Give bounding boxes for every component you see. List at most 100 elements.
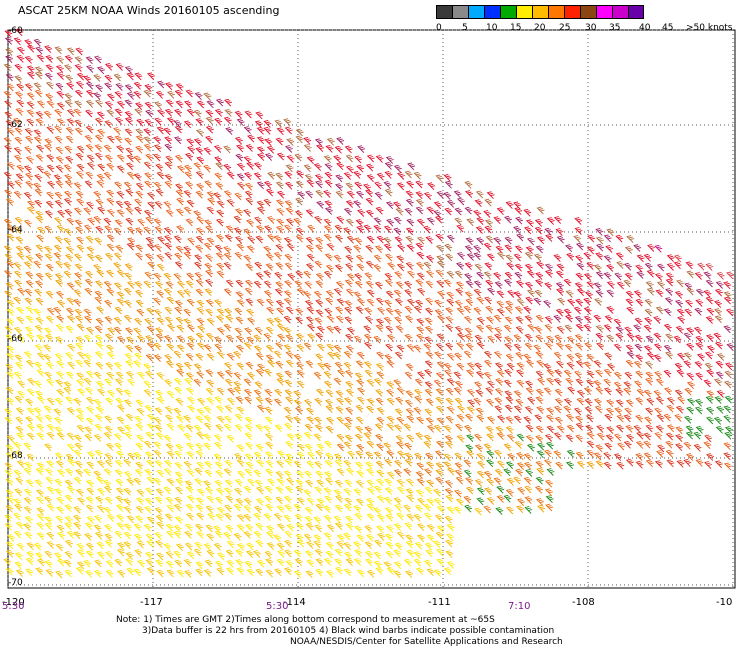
wind-barb	[544, 316, 553, 324]
wind-barb	[446, 298, 455, 307]
wind-barb	[214, 441, 223, 450]
wind-barb	[265, 468, 274, 477]
wind-barb	[395, 435, 404, 443]
wind-barb	[224, 459, 233, 468]
wind-barb	[683, 441, 692, 450]
wind-barb	[65, 307, 74, 316]
wind-barb	[495, 245, 504, 254]
wind-barb	[316, 498, 325, 506]
wind-barb	[115, 504, 124, 512]
wind-barb	[417, 236, 426, 245]
wind-barb	[116, 514, 125, 523]
wind-barb	[683, 360, 692, 369]
wind-barb	[235, 279, 244, 288]
wind-barb	[26, 333, 35, 341]
wind-barb	[524, 281, 533, 290]
wind-barb	[385, 343, 394, 352]
wind-barb	[33, 182, 42, 191]
wind-barb	[325, 405, 334, 413]
wind-barb	[264, 388, 273, 397]
wind-barb	[55, 515, 64, 524]
wind-barb	[575, 242, 584, 251]
wind-barb	[216, 200, 225, 209]
wind-barb	[143, 161, 152, 170]
wind-barb	[15, 173, 24, 182]
wind-barb	[354, 237, 363, 246]
wind-barb	[354, 512, 363, 521]
wind-barb	[603, 387, 612, 396]
wind-barb	[384, 496, 393, 505]
wind-barb	[233, 386, 242, 395]
wind-barb	[316, 343, 325, 352]
wind-barb	[106, 162, 115, 171]
wind-barb	[55, 65, 64, 73]
wind-barb	[14, 361, 23, 370]
wind-barb	[215, 162, 224, 171]
wind-barb	[16, 542, 25, 551]
wind-barb	[716, 390, 725, 398]
wind-barb	[44, 45, 53, 54]
wind-barb	[313, 371, 322, 380]
wind-barb	[516, 498, 525, 507]
wind-barb	[153, 417, 162, 425]
wind-barb	[54, 191, 63, 200]
wind-barb	[355, 190, 364, 199]
wind-barb	[393, 469, 402, 477]
wind-barb	[224, 308, 233, 316]
wind-barb	[205, 225, 214, 234]
wind-barb	[333, 489, 342, 498]
wind-barb	[284, 200, 293, 209]
wind-barb	[84, 180, 93, 189]
wind-barb	[73, 108, 82, 117]
wind-barb	[416, 567, 425, 576]
wind-barb	[255, 235, 264, 244]
wind-barb	[537, 504, 546, 513]
wind-barb	[34, 89, 43, 98]
wind-barb	[103, 171, 112, 180]
wind-barb	[126, 242, 135, 251]
wind-barb	[56, 56, 65, 64]
wind-barb	[655, 378, 664, 387]
wind-barb	[253, 280, 262, 289]
wind-barb	[143, 89, 152, 98]
wind-barb	[53, 244, 62, 253]
wind-barb	[714, 315, 723, 324]
wind-barb	[423, 440, 432, 449]
wind-barb	[196, 342, 205, 351]
wind-barb	[235, 208, 244, 217]
wind-barb	[153, 272, 162, 281]
wind-barb	[486, 478, 495, 487]
wind-barb	[686, 398, 695, 406]
wind-barb	[406, 244, 415, 252]
wind-barb	[445, 307, 454, 316]
legend-swatch-1	[452, 5, 468, 19]
wind-barb	[463, 495, 472, 504]
wind-barb	[723, 462, 732, 471]
wind-barb	[296, 497, 305, 506]
wind-barb	[14, 552, 23, 560]
wind-barb	[85, 144, 94, 152]
wind-barb	[175, 83, 184, 92]
wind-barb	[35, 467, 44, 476]
wind-barb	[656, 450, 665, 458]
wind-barb	[196, 129, 205, 137]
wind-barb	[475, 226, 484, 234]
wind-barb	[304, 281, 313, 289]
wind-barb	[185, 89, 194, 98]
wind-barb	[294, 558, 303, 567]
wind-barb	[524, 496, 533, 504]
wind-barb	[225, 495, 234, 504]
wind-barb	[15, 416, 24, 425]
wind-barb	[424, 369, 433, 377]
wind-barb	[393, 227, 402, 236]
wind-barb	[113, 73, 122, 82]
wind-barb	[334, 264, 343, 273]
wind-barb	[375, 433, 384, 442]
wind-barb	[144, 468, 153, 477]
wind-barb	[254, 505, 263, 514]
wind-barb	[23, 506, 32, 514]
wind-barb	[195, 353, 204, 361]
wind-barb	[244, 279, 253, 288]
wind-barb	[183, 558, 192, 567]
wind-barb	[496, 308, 505, 317]
